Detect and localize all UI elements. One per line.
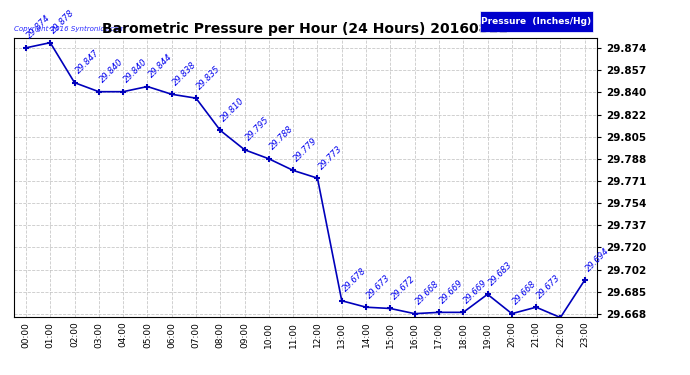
- Text: 29.810: 29.810: [219, 96, 247, 123]
- Text: 29.668: 29.668: [414, 279, 441, 307]
- Text: 29.678: 29.678: [341, 267, 368, 294]
- Text: 29.673: 29.673: [535, 273, 562, 300]
- Text: 29.669: 29.669: [438, 278, 465, 305]
- Text: Copyright 2016 Syntronics.com: Copyright 2016 Syntronics.com: [14, 26, 125, 32]
- Text: 29.838: 29.838: [171, 60, 198, 87]
- Text: 29.673: 29.673: [365, 273, 393, 300]
- Text: Pressure  (Inches/Hg): Pressure (Inches/Hg): [482, 17, 591, 26]
- Text: 29.779: 29.779: [293, 136, 319, 164]
- Text: 29.669: 29.669: [462, 278, 490, 305]
- Text: 29.840: 29.840: [122, 57, 150, 85]
- Text: 29.795: 29.795: [244, 116, 271, 143]
- Text: 29.694: 29.694: [584, 246, 611, 273]
- Text: 29.878: 29.878: [50, 9, 77, 36]
- Text: 29.665: 29.665: [0, 374, 1, 375]
- Text: 29.773: 29.773: [317, 144, 344, 171]
- Text: 29.840: 29.840: [98, 57, 126, 85]
- Text: 29.835: 29.835: [195, 64, 222, 91]
- Text: 29.788: 29.788: [268, 124, 295, 152]
- Text: 29.683: 29.683: [486, 260, 514, 287]
- Title: Barometric Pressure per Hour (24 Hours) 20160811: Barometric Pressure per Hour (24 Hours) …: [102, 22, 509, 36]
- Text: 29.847: 29.847: [74, 48, 101, 76]
- Text: 29.668: 29.668: [511, 279, 538, 307]
- Text: 29.874: 29.874: [25, 13, 52, 41]
- Text: 29.844: 29.844: [146, 53, 174, 80]
- Text: 29.672: 29.672: [390, 274, 417, 302]
